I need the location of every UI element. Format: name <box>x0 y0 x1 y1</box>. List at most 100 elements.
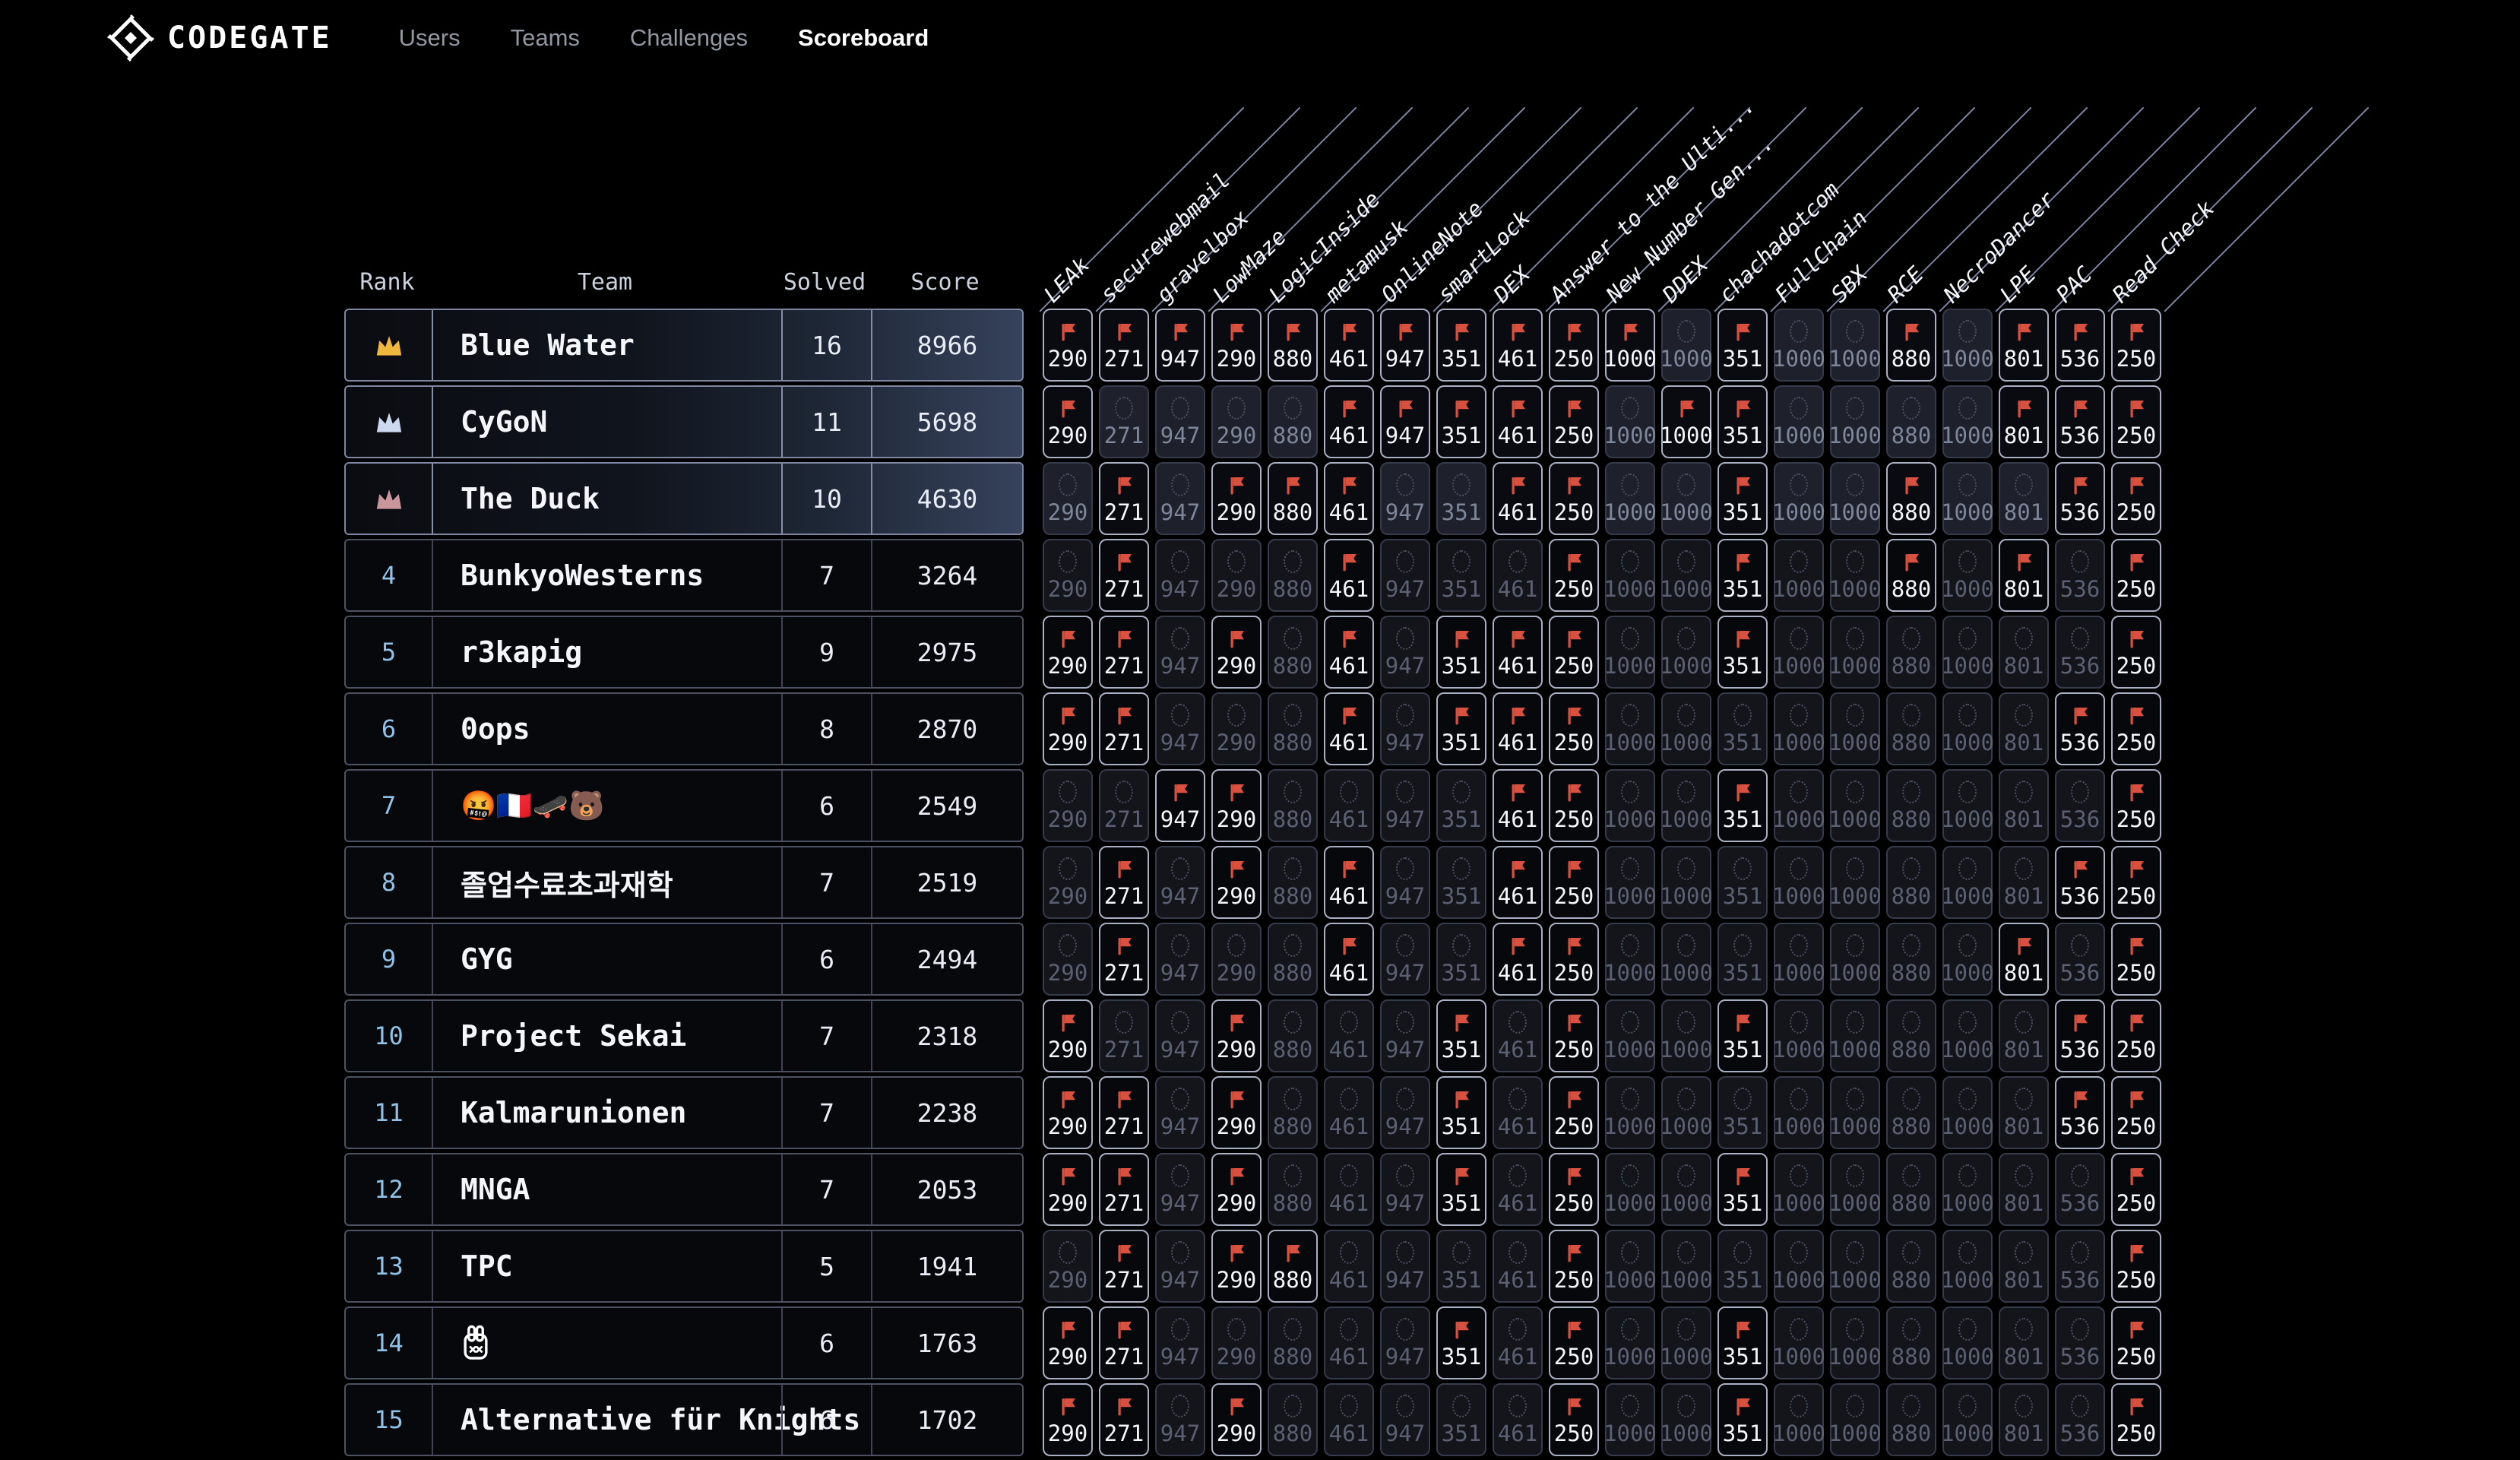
challenge-header-label[interactable]: LPE <box>1994 261 2041 308</box>
challenge-cell-unsolved: 801 <box>1999 692 2049 765</box>
unsolved-circle-icon <box>1958 1241 1977 1264</box>
flag-icon <box>2012 934 2035 957</box>
challenge-cell-unsolved: 1000 <box>1603 846 1657 919</box>
unsolved-circle-icon <box>1846 550 1864 573</box>
unsolved-circle-icon <box>1509 1088 1527 1110</box>
rabbit-icon <box>461 1324 491 1362</box>
challenge-points: 290 <box>1216 883 1257 909</box>
unsolved-circle-icon <box>1846 1395 1864 1417</box>
solved-cell: 6 <box>781 771 871 841</box>
unsolved-circle-icon <box>1621 934 1639 957</box>
rank-cell: 13 <box>346 1231 432 1301</box>
nav-item-users[interactable]: Users <box>398 24 461 51</box>
team-row-summary[interactable]: 14 6 1763 <box>344 1306 1024 1379</box>
score-value: 2975 <box>917 637 978 667</box>
challenge-points: 536 <box>2059 806 2101 832</box>
rank-value: 12 <box>374 1175 404 1204</box>
flag-icon <box>2125 627 2148 650</box>
challenge-points: 461 <box>1328 499 1369 525</box>
rank-cell: 5 <box>346 617 432 687</box>
challenge-points: 1000 <box>1772 1420 1825 1446</box>
team-row-summary[interactable]: Blue Water 16 8966 <box>344 309 1024 382</box>
challenge-points: 271 <box>1103 499 1144 525</box>
challenge-cell-unsolved: 461 <box>1493 1306 1543 1379</box>
flag-icon <box>2069 1011 2091 1034</box>
team-row-summary[interactable]: 11 Kalmarunionen 7 2238 <box>344 1076 1024 1149</box>
challenge-header-label[interactable]: DEX <box>1488 261 1535 308</box>
challenge-cell-solved: 880 <box>1886 539 1936 612</box>
unsolved-circle-icon <box>1733 934 1752 957</box>
challenge-cell-solved: 290 <box>1043 1383 1093 1456</box>
unsolved-circle-icon <box>1171 397 1189 420</box>
challenge-points: 1000 <box>1828 1190 1882 1216</box>
unsolved-circle-icon <box>1621 627 1639 650</box>
team-row-summary[interactable]: 7 🤬🇫🇷🛹🐻 6 2549 <box>344 769 1024 842</box>
team-row-summary[interactable]: The Duck 10 4630 <box>344 462 1024 535</box>
challenge-points: 250 <box>1553 1113 1594 1139</box>
challenge-cell-unsolved: 1000 <box>1828 1230 1882 1303</box>
team-row-summary[interactable]: 8 졸업수료초과재학 7 2519 <box>344 846 1024 919</box>
unsolved-circle-icon <box>1621 1164 1639 1187</box>
unsolved-circle-icon <box>1621 1241 1639 1264</box>
unsolved-circle-icon <box>1677 473 1695 496</box>
challenge-header-label[interactable]: Read Check <box>2107 195 2220 308</box>
challenge-points: 536 <box>2059 883 2101 909</box>
unsolved-circle-icon <box>1902 627 1920 650</box>
challenge-cell-solved: 351 <box>1717 1306 1768 1379</box>
challenge-points: 801 <box>2003 499 2044 525</box>
team-row-summary[interactable]: 6 0ops 8 2870 <box>344 692 1024 765</box>
challenge-header-label[interactable]: PAC <box>2050 261 2097 308</box>
team-row-summary[interactable]: 9 GYG 6 2494 <box>344 923 1024 996</box>
challenge-cell-solved: 271 <box>1099 1383 1149 1456</box>
challenge-points: 1000 <box>1772 653 1825 679</box>
challenge-points: 1000 <box>1660 346 1713 372</box>
challenge-points: 461 <box>1328 1344 1369 1370</box>
challenge-cell-solved: 290 <box>1211 1230 1262 1303</box>
challenge-points: 271 <box>1103 576 1144 602</box>
challenge-cell-unsolved: 947 <box>1380 1230 1430 1303</box>
challenge-points: 1000 <box>1660 1190 1713 1216</box>
challenge-cell-solved: 290 <box>1043 692 1093 765</box>
challenge-points: 1000 <box>1941 1190 1994 1216</box>
nav-item-teams[interactable]: Teams <box>510 24 580 51</box>
unsolved-circle-icon <box>2071 627 2089 650</box>
solved-cell: 7 <box>781 1078 871 1148</box>
challenge-points: 461 <box>1328 806 1369 832</box>
team-row-summary[interactable]: 5 r3kapig 9 2975 <box>344 616 1024 689</box>
challenge-cell-unsolved: 947 <box>1380 769 1430 842</box>
unsolved-circle-icon <box>1340 1011 1358 1034</box>
unsolved-circle-icon <box>1621 704 1639 727</box>
team-cell: BunkyoWesterns <box>432 540 781 610</box>
score-cell: 2870 <box>871 694 1022 764</box>
challenge-header-label[interactable]: LEAk <box>1038 252 1095 308</box>
team-row-summary[interactable]: CyGoN 11 5698 <box>344 385 1024 458</box>
team-row-summary[interactable]: 12 MNGA 7 2053 <box>344 1153 1024 1226</box>
challenge-cell-solved: 250 <box>2111 1383 2161 1456</box>
team-row: 4 BunkyoWesterns 7 3264 290 271 947 290 880 461 94… <box>344 539 2161 612</box>
team-row-summary[interactable]: 15 Alternative für Knights 6 1702 <box>344 1383 1024 1456</box>
team-row-summary[interactable]: 13 TPC 5 1941 <box>344 1230 1024 1303</box>
unsolved-circle-icon <box>1509 550 1527 573</box>
nav-item-challenges[interactable]: Challenges <box>629 24 749 51</box>
challenge-points: 250 <box>1553 423 1594 448</box>
challenge-cell-unsolved: 947 <box>1155 1230 1205 1303</box>
challenge-cell-unsolved: 1000 <box>1603 616 1657 689</box>
challenge-points: 1000 <box>1772 1037 1825 1063</box>
flag-icon <box>1225 1395 1248 1417</box>
challenge-points: 880 <box>1272 1113 1313 1139</box>
challenge-header-label[interactable]: RCE <box>1882 261 1929 308</box>
score-cell: 8966 <box>871 310 1022 380</box>
score-cell: 2549 <box>871 771 1022 841</box>
team-row: 15 Alternative für Knights 6 1702 290 271 947 2… <box>344 1383 2161 1456</box>
nav-item-scoreboard[interactable]: Scoreboard <box>798 24 929 51</box>
challenge-points: 1000 <box>1828 576 1882 602</box>
codegate-logo[interactable]: CODEGATE <box>106 14 332 62</box>
unsolved-circle-icon <box>1846 473 1864 496</box>
team-row-summary[interactable]: 4 BunkyoWesterns 7 3264 <box>344 539 1024 612</box>
challenge-cell-unsolved: 880 <box>1268 539 1318 612</box>
challenge-header-label[interactable]: SBX <box>1825 261 1873 308</box>
score-value: 2494 <box>917 944 978 974</box>
challenge-points: 351 <box>1722 499 1763 525</box>
challenge-points: 947 <box>1385 1267 1426 1293</box>
team-row-summary[interactable]: 10 Project Sekai 7 2318 <box>344 999 1024 1072</box>
